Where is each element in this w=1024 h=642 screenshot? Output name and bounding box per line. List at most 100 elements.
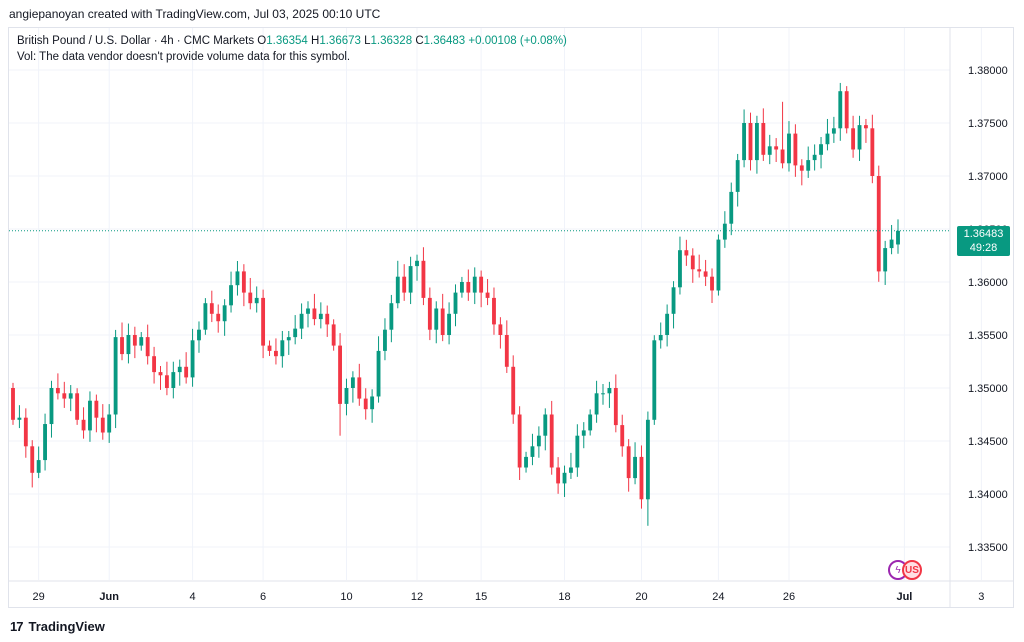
candle-body [735, 160, 740, 192]
candle-body [338, 345, 342, 404]
candle-body [17, 417, 22, 420]
candle-body [325, 313, 330, 325]
x-tick-label: Jun [99, 591, 119, 603]
y-tick-label: 1.37000 [968, 171, 1008, 183]
chart-event-icons[interactable]: ϟ US [888, 560, 922, 580]
y-tick-label: 1.37500 [968, 118, 1008, 130]
low-label: L [364, 35, 371, 47]
candle-body [690, 255, 695, 270]
candle-body [370, 396, 375, 410]
candle-body [440, 308, 445, 335]
candle-body [171, 372, 176, 388]
us-flag-icon[interactable]: US [902, 560, 922, 580]
candle-body [780, 149, 785, 164]
candle-body [453, 292, 458, 314]
candle-body [613, 388, 618, 426]
candle-body [312, 308, 317, 320]
candle-body [62, 393, 67, 399]
candle-body [216, 313, 221, 322]
candle-body [581, 430, 586, 436]
chart-frame [8, 27, 1014, 608]
candle-body [684, 250, 689, 256]
candle-body [94, 400, 99, 418]
candle-body [466, 282, 471, 293]
candle-body [350, 377, 355, 388]
open-value: 1.36354 [266, 35, 308, 47]
candle-body [383, 329, 387, 351]
candle-body [318, 313, 323, 320]
candle-body [415, 260, 419, 267]
candle-body [703, 271, 708, 277]
brand-name: TradingView [28, 619, 105, 634]
symbol-legend: British Pound / U.S. Dollar · 4h · CMC M… [17, 33, 567, 65]
candles [11, 82, 900, 526]
chart-credit: angiepanoyan created with TradingView.co… [9, 7, 381, 21]
candle-body [864, 125, 868, 129]
candle-body [408, 266, 413, 293]
candle-body [184, 366, 189, 378]
y-tick-label: 1.34000 [968, 489, 1008, 501]
candle-body [517, 414, 522, 468]
y-tick-label: 1.33500 [968, 542, 1008, 554]
candle-body [197, 329, 201, 341]
candle-body [30, 446, 35, 473]
candle-body [492, 297, 496, 325]
candle-body [799, 165, 804, 171]
candle-body [806, 160, 811, 171]
grid-lines [9, 28, 982, 580]
candle-body [68, 393, 73, 399]
candle-body [556, 467, 561, 484]
candle-body [536, 435, 541, 447]
candle-body [459, 282, 464, 293]
candle-body [235, 271, 240, 286]
candle-body [395, 276, 400, 304]
open-label: O [257, 35, 267, 47]
candle-body [261, 297, 266, 346]
candle-body [229, 285, 233, 306]
x-tick-label: 20 [635, 591, 647, 603]
candle-body [43, 424, 47, 461]
x-tick-label: 26 [783, 591, 795, 603]
volume-note: Vol: The data vendor doesn't provide vol… [17, 51, 351, 63]
candle-body [113, 337, 118, 415]
candle-body [716, 239, 721, 291]
y-tick-label: 1.34500 [968, 436, 1008, 448]
x-tick-label: 3 [978, 591, 984, 603]
candle-body [447, 313, 452, 335]
candle-body [203, 303, 208, 330]
candle-body [793, 133, 798, 166]
tradingview-logo-icon: 17 [10, 619, 24, 634]
candle-body [787, 133, 791, 164]
candle-body [145, 337, 150, 357]
candle-body [274, 350, 278, 357]
x-tick-label: 18 [558, 591, 570, 603]
candle-body [280, 340, 285, 357]
candle-body [748, 123, 753, 161]
candle-body [774, 146, 779, 150]
x-tick-label: 24 [712, 591, 724, 603]
y-tick-label: 1.35500 [968, 330, 1008, 342]
candle-body [870, 128, 875, 176]
candle-body [472, 276, 477, 293]
y-tick-label: 1.35000 [968, 383, 1008, 395]
candle-body [363, 398, 368, 410]
candle-body [620, 425, 625, 447]
x-tick-label: 4 [190, 591, 196, 603]
candle-body [889, 239, 894, 249]
candle-body [434, 308, 439, 330]
candle-body [139, 337, 144, 346]
candle-body [857, 125, 862, 150]
candle-body [344, 388, 349, 404]
candle-body [722, 223, 727, 240]
candle-body [81, 419, 86, 431]
candle-body [511, 366, 516, 415]
close-label: C [415, 35, 424, 47]
candle-body [267, 345, 272, 351]
x-tick-label: 10 [340, 591, 352, 603]
candle-body [254, 297, 259, 304]
candle-body [132, 335, 137, 346]
candle-body [164, 375, 169, 388]
x-tick-label: 15 [475, 591, 487, 603]
candle-body [177, 366, 182, 373]
